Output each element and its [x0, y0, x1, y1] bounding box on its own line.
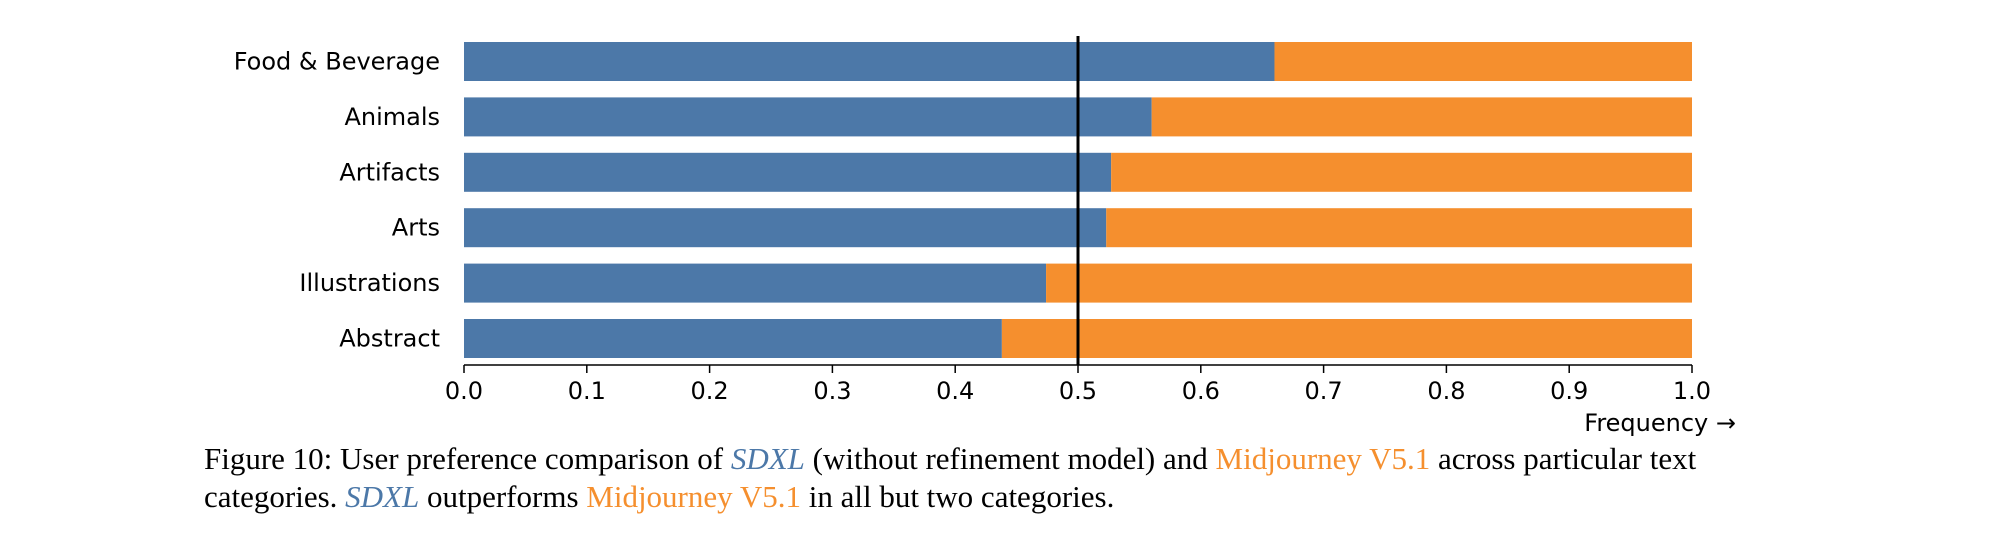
x-ticks: 0.0 0.1 0.2 0.3 0.4 0.5 0.6 0.7 0.8 0.9 1.0: [445, 365, 1711, 405]
bar-midjourney-food-beverage: [1274, 42, 1692, 81]
caption-sdxl-1: SDXL: [730, 441, 805, 476]
caption-sdxl-2: SDXL: [345, 479, 420, 514]
caption-text-3: outperforms: [419, 479, 587, 514]
x-tick-label: 0.5: [1059, 377, 1097, 405]
category-label: Arts: [392, 214, 440, 242]
bar-sdxl-animals: [464, 97, 1152, 137]
x-tick-label: 0.3: [813, 377, 851, 405]
bar-midjourney-animals: [1151, 97, 1692, 137]
x-tick-label: 0.6: [1182, 377, 1220, 405]
category-label: Illustrations: [299, 269, 440, 297]
x-tick-label: 0.7: [1305, 377, 1343, 405]
x-tick-label: 0.1: [568, 377, 606, 405]
x-axis-label: Frequency →: [1584, 409, 1736, 437]
caption-text-1: (without refinement model) and: [804, 441, 1216, 476]
category-label: Food & Beverage: [234, 48, 440, 76]
preference-bar-chart: Food & Beverage Animals Artifacts Arts Illus…: [234, 36, 1736, 437]
x-tick-label: 0.2: [691, 377, 729, 405]
caption-text-2: across particular text categories.: [204, 441, 1697, 514]
bar-sdxl-illustrations: [464, 263, 1047, 303]
figure-caption: Figure 10: User preference comparison of…: [204, 440, 1804, 516]
x-tick-label: 0.4: [936, 377, 974, 405]
caption-prefix: Figure 10: User preference comparison of: [204, 441, 731, 476]
x-tick-label: 0.0: [445, 377, 483, 405]
x-tick-label: 0.9: [1550, 377, 1588, 405]
x-tick-label: 0.8: [1427, 377, 1465, 405]
x-tick-label: 1.0: [1673, 377, 1711, 405]
bar-midjourney-illustrations: [1046, 263, 1692, 303]
category-label: Animals: [344, 103, 440, 131]
bar-midjourney-arts: [1106, 208, 1692, 248]
bar-sdxl-food-beverage: [464, 42, 1275, 81]
category-labels: Food & Beverage Animals Artifacts Arts Illus…: [234, 48, 440, 353]
bar-sdxl-arts: [464, 208, 1107, 248]
category-label: Abstract: [339, 325, 440, 353]
bar-sdxl-artifacts: [464, 152, 1112, 192]
caption-midjourney-1: Midjourney V5.1: [1215, 441, 1431, 476]
caption-suffix: in all but two categories.: [800, 479, 1115, 514]
bar-midjourney-abstract: [1001, 319, 1692, 358]
bar-sdxl-abstract: [464, 319, 1002, 358]
bar-midjourney-artifacts: [1111, 152, 1692, 192]
category-label: Artifacts: [339, 158, 440, 186]
bars-group: [464, 42, 1692, 358]
caption-midjourney-2: Midjourney V5.1: [586, 479, 801, 514]
